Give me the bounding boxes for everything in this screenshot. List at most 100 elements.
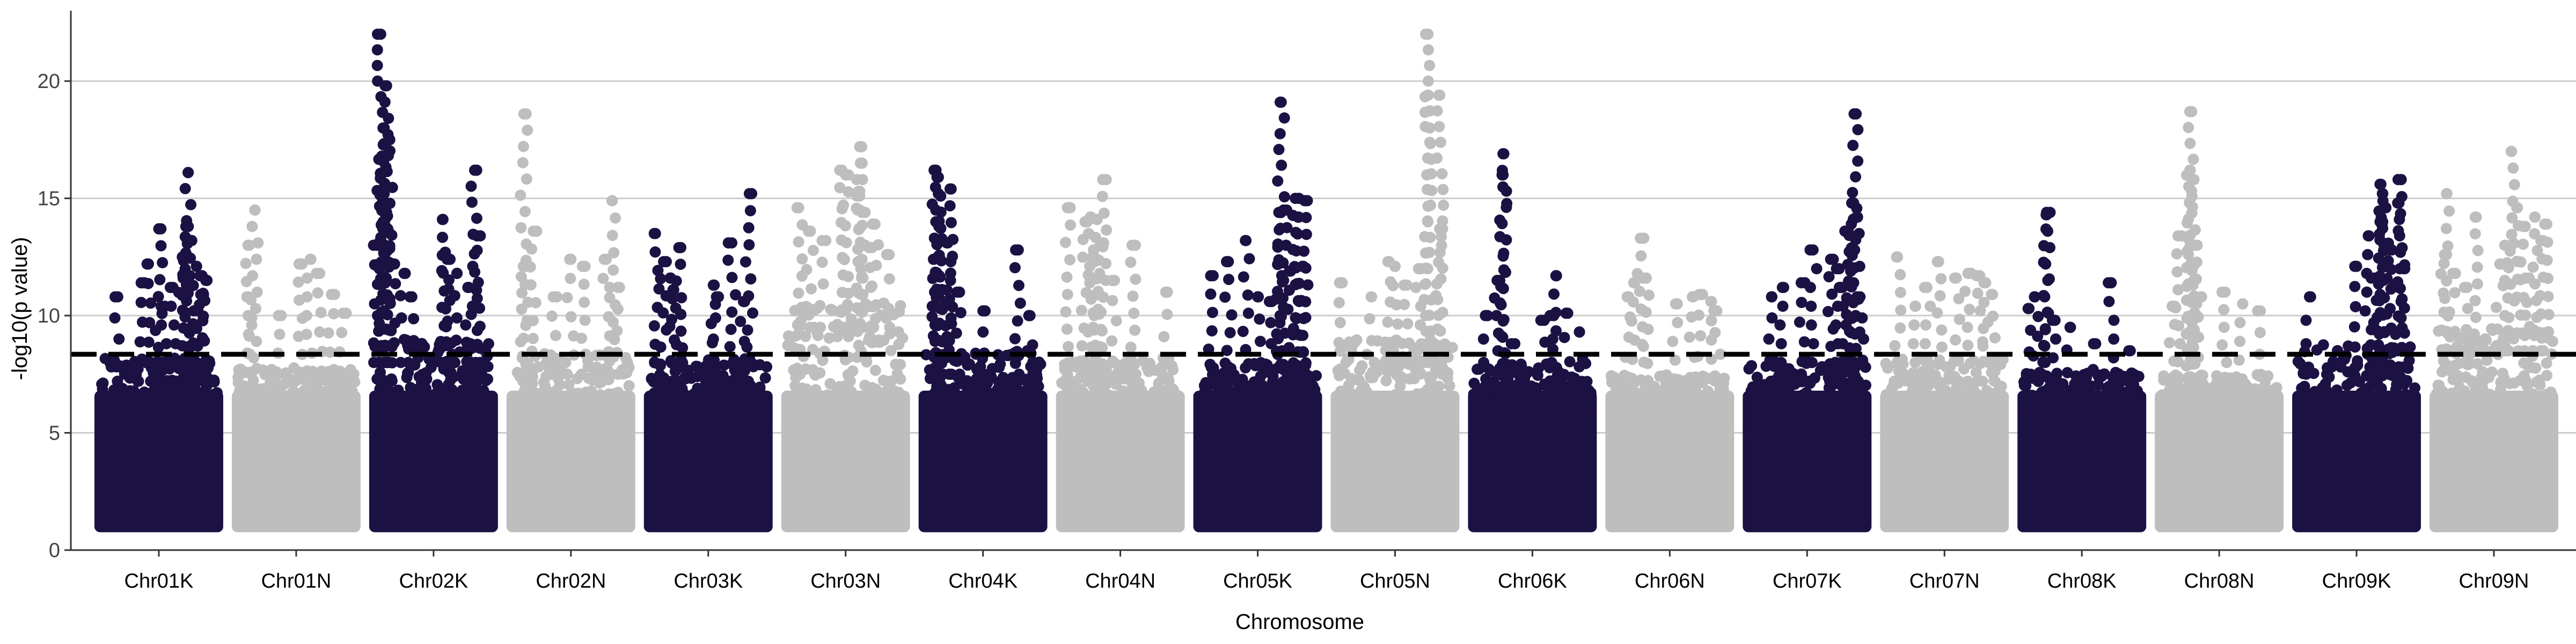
data-point (517, 332, 529, 344)
data-point (1265, 317, 1277, 328)
data-point (993, 404, 1005, 415)
peak-point (304, 253, 316, 265)
data-point (1205, 288, 1217, 300)
data-point (2254, 327, 2266, 339)
data-point (327, 385, 339, 397)
data-point (670, 397, 682, 409)
data-point (807, 245, 819, 257)
peak-point (1921, 282, 1933, 294)
point-cloud (2429, 390, 2558, 532)
data-point (1012, 315, 1023, 327)
peak-point (793, 202, 804, 214)
data-point (2468, 398, 2480, 410)
data-point (1608, 371, 1620, 383)
data-point (270, 366, 282, 378)
data-point (1764, 354, 1776, 366)
data-point (1835, 356, 1847, 368)
data-point (155, 240, 167, 252)
data-point (1610, 400, 1622, 412)
peak-point (932, 171, 944, 183)
data-point (2543, 309, 2555, 320)
data-point (2542, 236, 2553, 248)
data-point (814, 299, 826, 311)
data-point (1444, 380, 1455, 392)
data-point (2300, 314, 2312, 326)
data-point (1889, 340, 1901, 352)
data-point (1964, 357, 1976, 369)
data-point (275, 399, 287, 411)
data-point (800, 331, 811, 342)
data-point (108, 354, 120, 366)
data-point (2187, 153, 2199, 165)
data-point (1265, 380, 1277, 392)
data-point (596, 392, 608, 404)
data-point (1163, 375, 1175, 387)
data-point (1422, 44, 1434, 56)
peak-point (1497, 148, 1509, 160)
data-point (1989, 375, 2001, 387)
data-point (380, 272, 392, 284)
data-point (1252, 398, 1263, 410)
data-point (293, 403, 305, 415)
data-point (797, 400, 809, 412)
data-point (1626, 372, 1638, 384)
peak-point (2351, 260, 2362, 272)
peak-point (1892, 251, 1904, 263)
data-point (145, 297, 157, 309)
data-point (396, 312, 407, 324)
data-point (2480, 390, 2492, 401)
data-point (466, 301, 478, 312)
data-point (655, 358, 667, 370)
data-point (243, 328, 254, 340)
data-point (2257, 392, 2269, 404)
data-point (2108, 314, 2120, 326)
peak-point (954, 286, 965, 298)
data-point (2541, 357, 2552, 369)
data-point (893, 339, 905, 350)
data-point (1086, 290, 1097, 302)
data-point (1415, 356, 1427, 368)
data-point (2394, 230, 2405, 241)
peak-point (743, 188, 755, 200)
data-point (1916, 389, 1928, 400)
data-point (1094, 398, 1106, 409)
data-point (2059, 400, 2071, 412)
peak-point (1693, 289, 1705, 301)
data-point (2042, 275, 2054, 286)
peak-point (665, 272, 677, 284)
data-point (2080, 403, 2091, 415)
data-point (1506, 359, 1518, 371)
data-point (1982, 396, 1994, 408)
data-point (1830, 319, 1842, 331)
data-point (1752, 387, 1763, 399)
data-point (857, 174, 868, 186)
data-point (1807, 338, 1819, 349)
peak-point (1778, 282, 1790, 294)
data-point (793, 287, 804, 299)
x-tick-label: Chr07K (1773, 570, 1842, 592)
data-point (667, 293, 678, 305)
peak-point (404, 291, 416, 303)
data-point (1782, 404, 1794, 415)
data-point (1242, 289, 1254, 301)
data-point (826, 402, 838, 414)
data-point (474, 356, 486, 368)
data-point (2531, 245, 2543, 257)
data-point (655, 341, 667, 353)
data-point (1009, 333, 1021, 345)
data-point (998, 379, 1009, 391)
data-point (2235, 392, 2246, 404)
data-point (1495, 299, 1507, 311)
data-point (2508, 238, 2520, 250)
peak-point (1263, 296, 1275, 308)
data-point (124, 369, 136, 380)
data-point (2439, 292, 2451, 304)
data-point (1111, 375, 1123, 387)
data-point (2469, 295, 2481, 306)
data-point (1775, 375, 1787, 387)
data-point (2540, 389, 2552, 400)
peak-point (386, 258, 398, 270)
data-point (2368, 361, 2380, 373)
data-point (945, 275, 956, 286)
data-point (759, 372, 771, 384)
